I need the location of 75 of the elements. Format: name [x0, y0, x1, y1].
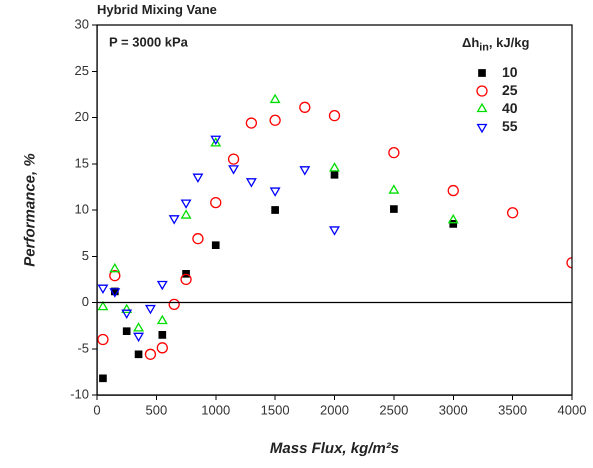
point [98, 284, 108, 294]
x-tick-label: 1000 [201, 402, 230, 418]
point [110, 264, 120, 272]
x-axis-title: Mass Flux, kg/m²s [268, 440, 400, 457]
point [300, 166, 310, 175]
point [144, 348, 156, 360]
point [145, 304, 156, 314]
point [270, 94, 280, 104]
point [181, 199, 192, 208]
point [506, 207, 518, 218]
point [168, 298, 180, 310]
point [98, 301, 108, 310]
point [134, 322, 144, 332]
point [388, 184, 399, 194]
point [134, 350, 142, 358]
x-tick-label: 2000 [320, 402, 349, 418]
y-tick-label: 30 [74, 16, 89, 32]
x-tick-label: 2500 [379, 402, 408, 418]
y-tick-label: -5 [77, 340, 89, 356]
point [122, 304, 132, 314]
point [122, 327, 131, 336]
point [328, 110, 340, 122]
x-tick-label: 3500 [498, 402, 528, 418]
point [157, 280, 168, 290]
y-tick-label: 15 [74, 155, 89, 170]
point [157, 315, 168, 324]
y-tick-label: 5 [82, 248, 89, 263]
point [228, 153, 240, 165]
point [330, 162, 340, 172]
point [180, 274, 192, 286]
x-tick-label: 0 [93, 402, 101, 418]
y-tick-label: 25 [74, 62, 89, 78]
x-tick-label: 1500 [260, 402, 290, 418]
y-tick-label: -10 [70, 386, 89, 402]
point [388, 147, 400, 158]
point [210, 196, 222, 208]
legend-label: 25 [502, 82, 518, 98]
point [181, 210, 192, 219]
legend-label: 10 [502, 64, 518, 80]
point [390, 205, 398, 213]
x-tick-label: 4000 [558, 402, 586, 418]
point [246, 117, 258, 129]
x-tick-label: 500 [146, 402, 168, 418]
point [330, 226, 340, 236]
point [156, 342, 168, 354]
point [299, 102, 310, 113]
point [192, 233, 204, 244]
y-tick-label: 0 [82, 294, 89, 310]
point [448, 214, 458, 224]
point [169, 215, 180, 224]
point [97, 334, 109, 346]
point [228, 165, 239, 174]
point [134, 332, 144, 342]
point [246, 178, 256, 187]
point [270, 187, 280, 196]
x-tick-label: 3000 [438, 402, 468, 418]
annotation: P = 3000 kPa [109, 34, 189, 50]
y-tick-label: 10 [74, 202, 89, 217]
point [158, 331, 166, 339]
chart-title: Hybrid Mixing Vane [97, 2, 217, 17]
point [271, 206, 279, 214]
y-axis-title: Performance, % [22, 153, 38, 267]
point [122, 310, 132, 318]
y-tick-label: 20 [74, 109, 89, 124]
legend-title: Δh$_{in}$, kJ/kg [462, 35, 530, 54]
legend-label: 55 [502, 118, 518, 134]
point [210, 136, 221, 144]
point [99, 374, 107, 382]
point [109, 270, 120, 282]
point [212, 241, 220, 249]
point [448, 184, 459, 196]
point [330, 171, 338, 179]
point [269, 114, 281, 126]
legend-label: 40 [502, 100, 518, 116]
point [192, 174, 203, 182]
